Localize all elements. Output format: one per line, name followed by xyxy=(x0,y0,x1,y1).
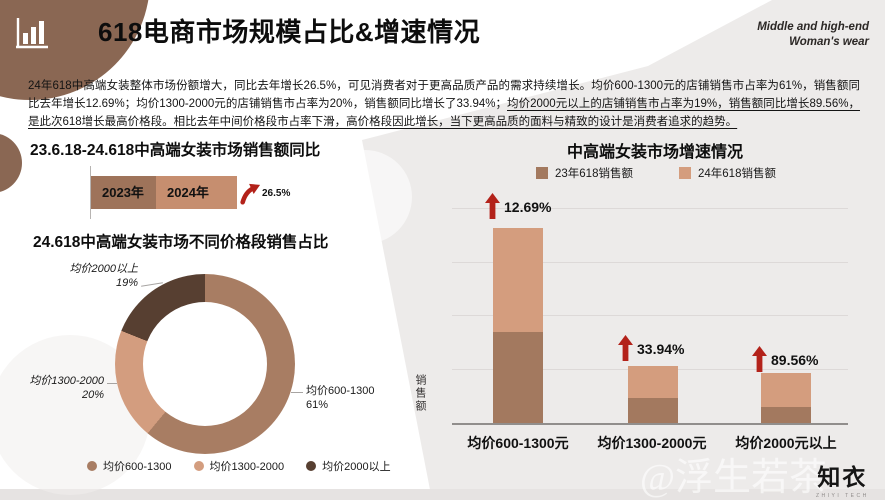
bar-2000plus-2023 xyxy=(761,407,811,423)
pie-label-600-1300: 均价600-1300 61% xyxy=(306,384,386,412)
legend-label: 均价600-1300 xyxy=(103,461,172,473)
legend-square-icon xyxy=(678,167,691,179)
arrow-up-icon xyxy=(752,346,767,372)
legend-item-2023: 23年618销售额 xyxy=(536,165,633,181)
pie-label-text: 均价600-1300 xyxy=(306,385,375,397)
bar-chart-icon xyxy=(16,18,48,49)
page-title: 618电商市场规模占比&增速情况 xyxy=(98,17,481,47)
legend-dot-icon xyxy=(306,461,317,471)
legend-item-2024: 24年618销售额 xyxy=(678,165,776,181)
gridline xyxy=(452,208,848,209)
brand-logo: 知衣 ZHIYI TECH xyxy=(816,458,869,499)
pie-label-2000plus: 均价2000以上 19% xyxy=(30,262,138,290)
tagline-line2: Woman's wear xyxy=(789,36,869,48)
leader-line xyxy=(291,392,303,393)
pie-label-text: 均价1300-2000 xyxy=(29,375,104,387)
yoy-axis-line xyxy=(90,166,91,219)
decor-circle xyxy=(318,150,412,244)
pie-legend: 均价600-1300 均价1300-2000 均价2000以上 xyxy=(87,458,391,474)
bar-1300-2000-2024 xyxy=(628,366,678,398)
watermark: @浮生若茶 xyxy=(640,457,827,499)
bar-2000plus-2024 xyxy=(761,373,811,407)
growth-value-2000plus: 89.56% xyxy=(771,352,819,368)
growth-value-1300-2000: 33.94% xyxy=(637,341,685,357)
share-chart-title: 24.618中高端女装市场不同价格段销售占比 xyxy=(33,234,329,251)
yoy-bar-2024: 2024年 xyxy=(156,176,237,209)
growth-swoosh-arrow-icon xyxy=(240,183,261,205)
legend-item-1300-2000: 均价1300-2000 xyxy=(193,458,285,474)
growth-chart-title: 中高端女装市场增速情况 xyxy=(566,144,743,161)
yoy-bar-2023: 2023年 xyxy=(91,176,156,209)
intro-text-underlined: 均价2000元以上的店铺销售市占率为19%，销售额同比增长89.56%，是此次6… xyxy=(28,98,860,128)
yoy-growth-value: 26.5% xyxy=(262,188,291,199)
yoy-chart-title: 23.6.18-24.618中高端女装市场销售额同比 xyxy=(30,142,321,159)
pie-label-pct: 20% xyxy=(81,389,104,401)
bar-1300-2000-2023 xyxy=(628,398,678,423)
growth-value-600-1300: 12.69% xyxy=(504,199,552,215)
pie-label-text: 均价2000以上 xyxy=(69,263,138,275)
tagline: Middle and high-end Woman's wear xyxy=(757,20,869,50)
legend-item-600-1300: 均价600-1300 xyxy=(87,458,172,474)
pie-label-pct: 61% xyxy=(306,399,329,411)
pie-label-1300-2000: 均价1300-2000 20% xyxy=(22,374,104,402)
gridline xyxy=(452,262,848,263)
x-label-2000plus: 均价2000元以上 xyxy=(735,435,837,451)
donut-hole xyxy=(143,302,267,426)
intro-paragraph: 24年618中高端女装整体市场份额增大，同比去年增长26.5%，可见消费者对于更… xyxy=(28,77,860,131)
leader-line xyxy=(107,383,117,384)
pie-label-pct: 19% xyxy=(115,277,138,289)
legend-label: 均价1300-2000 xyxy=(209,461,285,473)
x-label-600-1300: 均价600-1300元 xyxy=(467,435,569,451)
legend-label: 均价2000以上 xyxy=(322,461,391,473)
logo-subtext: ZHIYI TECH xyxy=(816,493,869,499)
growth-legend: 23年618销售额 24年618销售额 xyxy=(536,165,776,181)
legend-item-2000plus: 均价2000以上 xyxy=(306,458,391,474)
y-axis-label: 销售额 xyxy=(414,374,426,413)
arrow-up-icon xyxy=(618,335,633,361)
legend-square-icon xyxy=(536,167,548,179)
bar-600-1300-2024 xyxy=(493,228,543,332)
legend-dot-icon xyxy=(193,461,204,471)
legend-dot-icon xyxy=(87,461,97,471)
bar-600-1300-2023 xyxy=(493,332,543,423)
legend-label: 23年618销售额 xyxy=(555,168,633,180)
arrow-up-icon xyxy=(485,193,500,219)
intro-text-normal: 24年618中高端女装整体市场份额增大，同比去年增长26.5%，可见消费者对于更… xyxy=(28,80,860,110)
legend-label: 24年618销售额 xyxy=(697,168,776,180)
tagline-line1: Middle and high-end xyxy=(757,21,869,33)
bottom-strip xyxy=(0,489,885,500)
brand-circle-small xyxy=(0,133,22,193)
x-axis-line xyxy=(452,423,848,425)
x-label-1300-2000: 均价1300-2000元 xyxy=(597,435,707,451)
gridline xyxy=(452,315,848,316)
logo-text: 知衣 xyxy=(817,464,868,490)
